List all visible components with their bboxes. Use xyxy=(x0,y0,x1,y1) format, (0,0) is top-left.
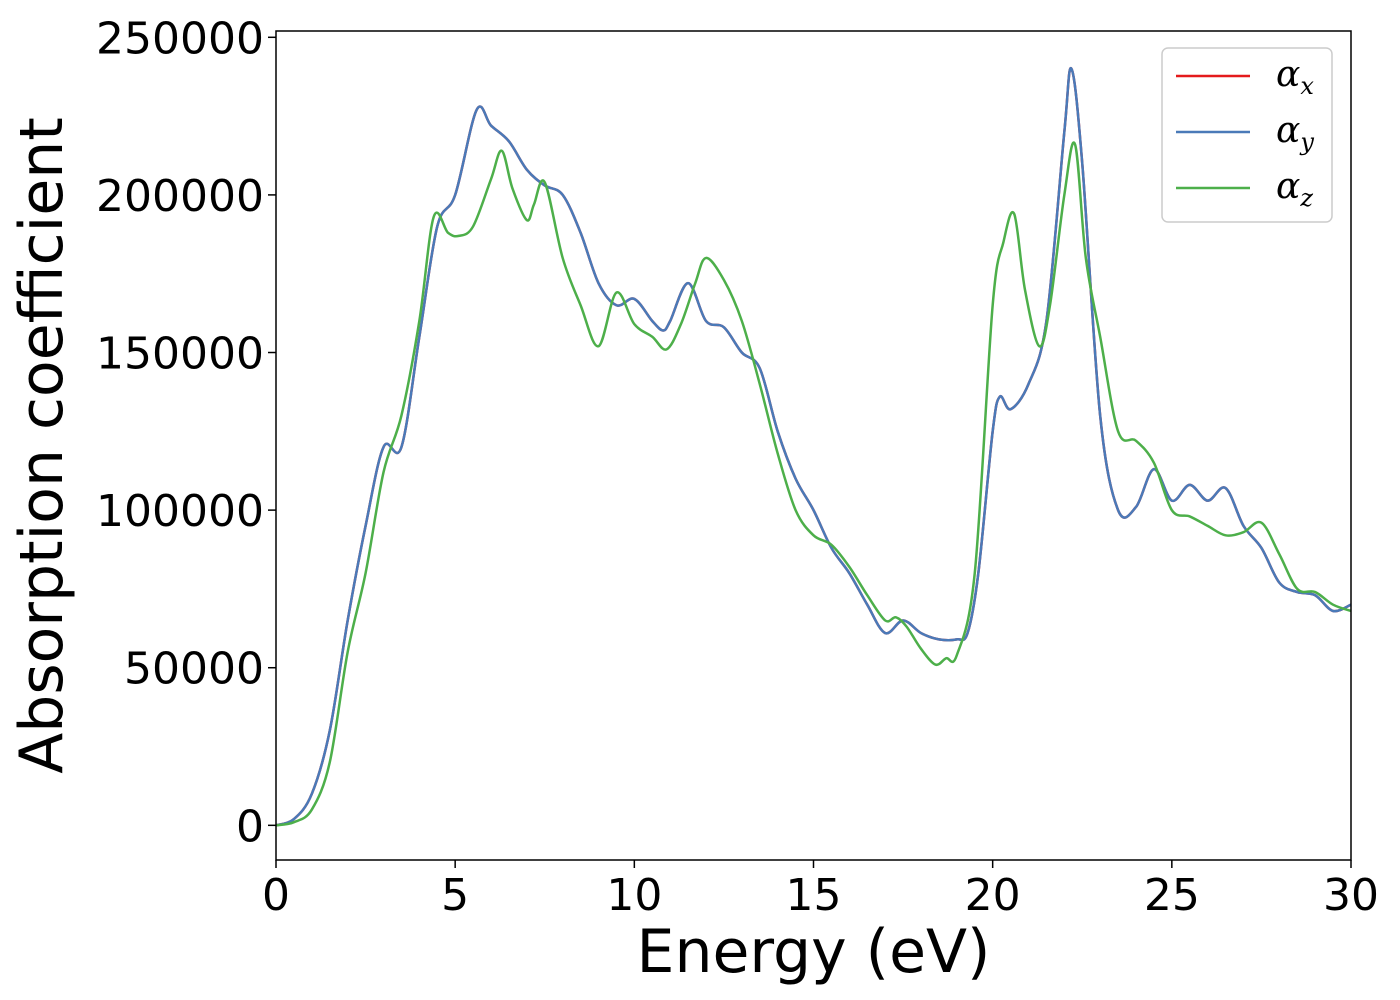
legend-box xyxy=(1161,47,1333,223)
y-axis-title: Absorption coefficient xyxy=(7,117,77,774)
x-tick-label: 15 xyxy=(786,870,842,921)
series-layer xyxy=(276,66,1351,827)
x-axis-title: Energy (eV) xyxy=(637,917,991,987)
series-line-alpha-z xyxy=(276,141,1351,827)
x-tick-label: 30 xyxy=(1323,870,1379,921)
x-tick-label: 0 xyxy=(262,870,290,921)
x-tick-label: 25 xyxy=(1144,870,1200,921)
y-tick-label: 0 xyxy=(236,801,264,852)
legend-label-alpha-y: αy xyxy=(1276,110,1314,156)
x-axis: 0 5 10 15 20 25 30 xyxy=(262,860,1379,921)
y-tick-label: 50000 xyxy=(124,644,264,695)
y-tick-label: 100000 xyxy=(96,486,264,537)
x-tick-label: 20 xyxy=(965,870,1021,921)
y-tick-label: 250000 xyxy=(96,13,264,64)
legend: αx αy αz xyxy=(1161,47,1333,223)
x-tick-label: 5 xyxy=(441,870,469,921)
y-axis: 0 50000 100000 150000 200000 250000 xyxy=(96,13,276,852)
series-line-alpha-y xyxy=(276,66,1351,827)
x-tick-label: 10 xyxy=(606,870,662,921)
legend-label-alpha-z: αz xyxy=(1276,166,1313,212)
legend-label-alpha-x: αx xyxy=(1276,54,1314,100)
y-tick-label: 150000 xyxy=(96,329,264,380)
y-tick-label: 200000 xyxy=(96,171,264,222)
